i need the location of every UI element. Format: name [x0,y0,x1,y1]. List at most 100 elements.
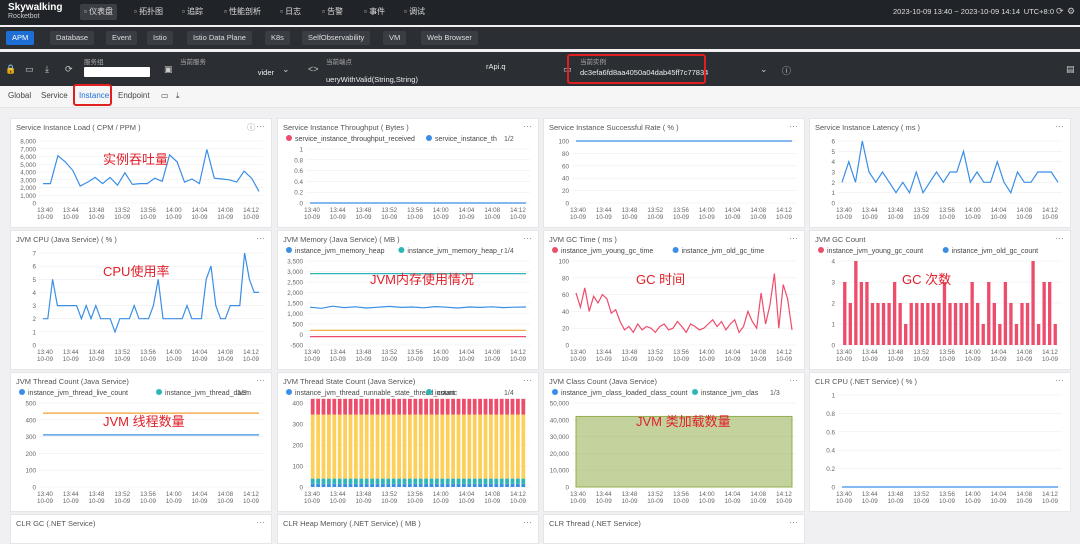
nav-item-log[interactable]: ▫ 日志 [276,4,305,20]
reload-icon[interactable]: ⟳ [65,64,73,74]
service-selector[interactable]: 当前服务 vider [180,56,290,77]
service-group-selector[interactable]: 服务组 [84,56,104,66]
stacked-bar-segment [429,414,434,479]
more-icon[interactable]: ··· [523,121,532,131]
stacked-bar-segment [467,478,472,484]
nav-item-profile[interactable]: ▫ 性能剖析 [220,4,265,20]
info-icon[interactable]: ⓘ [247,123,255,132]
layer-web-browser[interactable]: Web Browser [421,31,478,45]
tab-endpoint[interactable]: Endpoint [118,91,150,100]
x-tick-label: 14:12 [510,349,526,356]
folder-icon[interactable]: ▭ [161,91,169,100]
stacked-bar-segment [462,478,466,484]
stacked-bar-segment [429,483,434,487]
layer-istio-data-plane[interactable]: Istio Data Plane [187,31,252,45]
x-tick-sublabel: 10-09 [114,214,131,221]
more-icon[interactable]: ··· [256,517,265,527]
layer-vm[interactable]: VM [383,31,407,45]
layer-k8s[interactable]: K8s [265,31,290,45]
x-tick-label: 13:48 [622,207,638,214]
more-icon[interactable]: ··· [1055,121,1064,131]
time-range[interactable]: 2023-10-09 13:40 ~ 2023-10-09 14:14 [893,7,1020,16]
stacked-bar-segment [381,483,385,487]
stacked-bar-segment [343,483,347,487]
layer-selfobservability[interactable]: SelfObservability [302,31,371,45]
legend-pager: 1/3 [770,390,780,397]
more-icon[interactable]: ··· [1055,375,1064,385]
lock-icon[interactable]: 🔒 [5,64,17,74]
tab-service[interactable]: Service [41,91,68,100]
more-icon[interactable]: ··· [256,121,265,131]
x-tick-sublabel: 10-09 [407,214,424,221]
x-tick-label: 13:44 [63,349,79,356]
more-icon[interactable]: ··· [523,233,532,243]
app-logo: Skywalking Rocketbot [8,3,62,21]
more-icon[interactable]: ··· [523,517,532,527]
x-tick-sublabel: 10-09 [570,356,587,363]
tab-instance[interactable]: Instance [79,91,110,100]
stacked-bar-segment [429,478,434,484]
chevron-down-icon[interactable]: ⌄ [282,64,290,74]
nav-item-dashboard[interactable]: ▫ 仪表盘 [80,4,118,20]
x-tick-label: 14:04 [725,491,741,498]
x-tick-label: 13:56 [407,207,423,214]
download-icon[interactable]: ⤓ [176,91,180,100]
info-icon[interactable]: ⓘ [782,66,792,76]
layer-apm[interactable]: APM [6,31,35,45]
instance-selector[interactable]: 当前实例 dc3efa6fd8aa4050a04dab45ff7c77834 [580,56,770,77]
nav-label: 性能剖析 [229,7,262,16]
tab-global[interactable]: Global [8,91,32,100]
settings-icon[interactable]: ⚙ [1067,6,1076,16]
x-tick-sublabel: 10-09 [570,498,587,505]
nav-item-topology[interactable]: ▫ 拓扑图 [130,4,167,20]
x-tick-label: 13:48 [89,349,105,356]
timezone[interactable]: UTC+8:0 [1023,7,1054,16]
refresh-icon[interactable]: ⟳ [1056,6,1064,16]
x-tick-sublabel: 10-09 [836,214,853,221]
nav-label: 日志 [285,7,302,16]
stacked-bar-segment [489,478,493,484]
legend-pager: 1/3 [237,390,247,397]
x-tick-label: 13:56 [407,491,423,498]
nav-item-alarm[interactable]: ▫ 告警 [318,4,347,20]
layer-istio[interactable]: Istio [147,31,173,45]
stacked-bar-segment [375,483,380,487]
stacked-bar-segment [343,414,347,479]
more-icon[interactable]: ··· [256,375,265,385]
more-icon[interactable]: ··· [789,375,798,385]
x-tick-sublabel: 10-09 [570,214,587,221]
metric-panel: JVM Memory (Java Service) ( MB ) ··· insta… [277,230,539,370]
bar [976,303,980,345]
stacked-bar-segment [348,478,353,484]
layer-database[interactable]: Database [50,31,95,45]
more-icon[interactable]: ··· [1055,233,1064,243]
x-tick-label: 13:48 [356,207,372,214]
endpoint-selector[interactable]: 当前端点 rApi.q ueryWithValid(String,String) [326,56,556,84]
more-icon[interactable]: ··· [789,517,798,527]
more-icon[interactable]: ··· [789,233,798,243]
x-tick-label: 14:00 [433,207,449,214]
x-tick-label: 14:08 [484,349,500,356]
stacked-bar-segment [472,398,477,415]
chevron-down-icon[interactable]: ⌄ [760,64,768,74]
stacked-bar-segment [337,483,342,487]
bar [1009,303,1013,345]
layer-event[interactable]: Event [106,31,138,45]
more-icon[interactable]: ··· [789,121,798,131]
nav-item-debug[interactable]: ▫ 调试 [400,4,429,20]
nav-item-trace[interactable]: ▫ 追踪 [178,4,207,20]
x-tick-sublabel: 10-09 [1016,356,1033,363]
toggle-sidebar-icon[interactable]: ▤ [1066,64,1075,74]
x-tick-sublabel: 10-09 [330,214,347,221]
folder-icon[interactable]: ▭ [25,64,34,74]
y-tick-label: 0.4 [826,448,835,455]
nav-item-event[interactable]: ▫ 事件 [360,4,389,20]
x-tick-sublabel: 10-09 [217,214,234,221]
more-icon[interactable]: ··· [523,375,532,385]
legend-marker [286,247,292,253]
download-icon[interactable]: ⤓ [45,64,49,74]
x-tick-label: 13:52 [913,207,929,214]
more-icon[interactable]: ··· [256,233,265,243]
x-tick-label: 14:12 [243,491,259,498]
metric-panel: JVM Thread Count (Java Service) ··· instan… [10,372,272,512]
